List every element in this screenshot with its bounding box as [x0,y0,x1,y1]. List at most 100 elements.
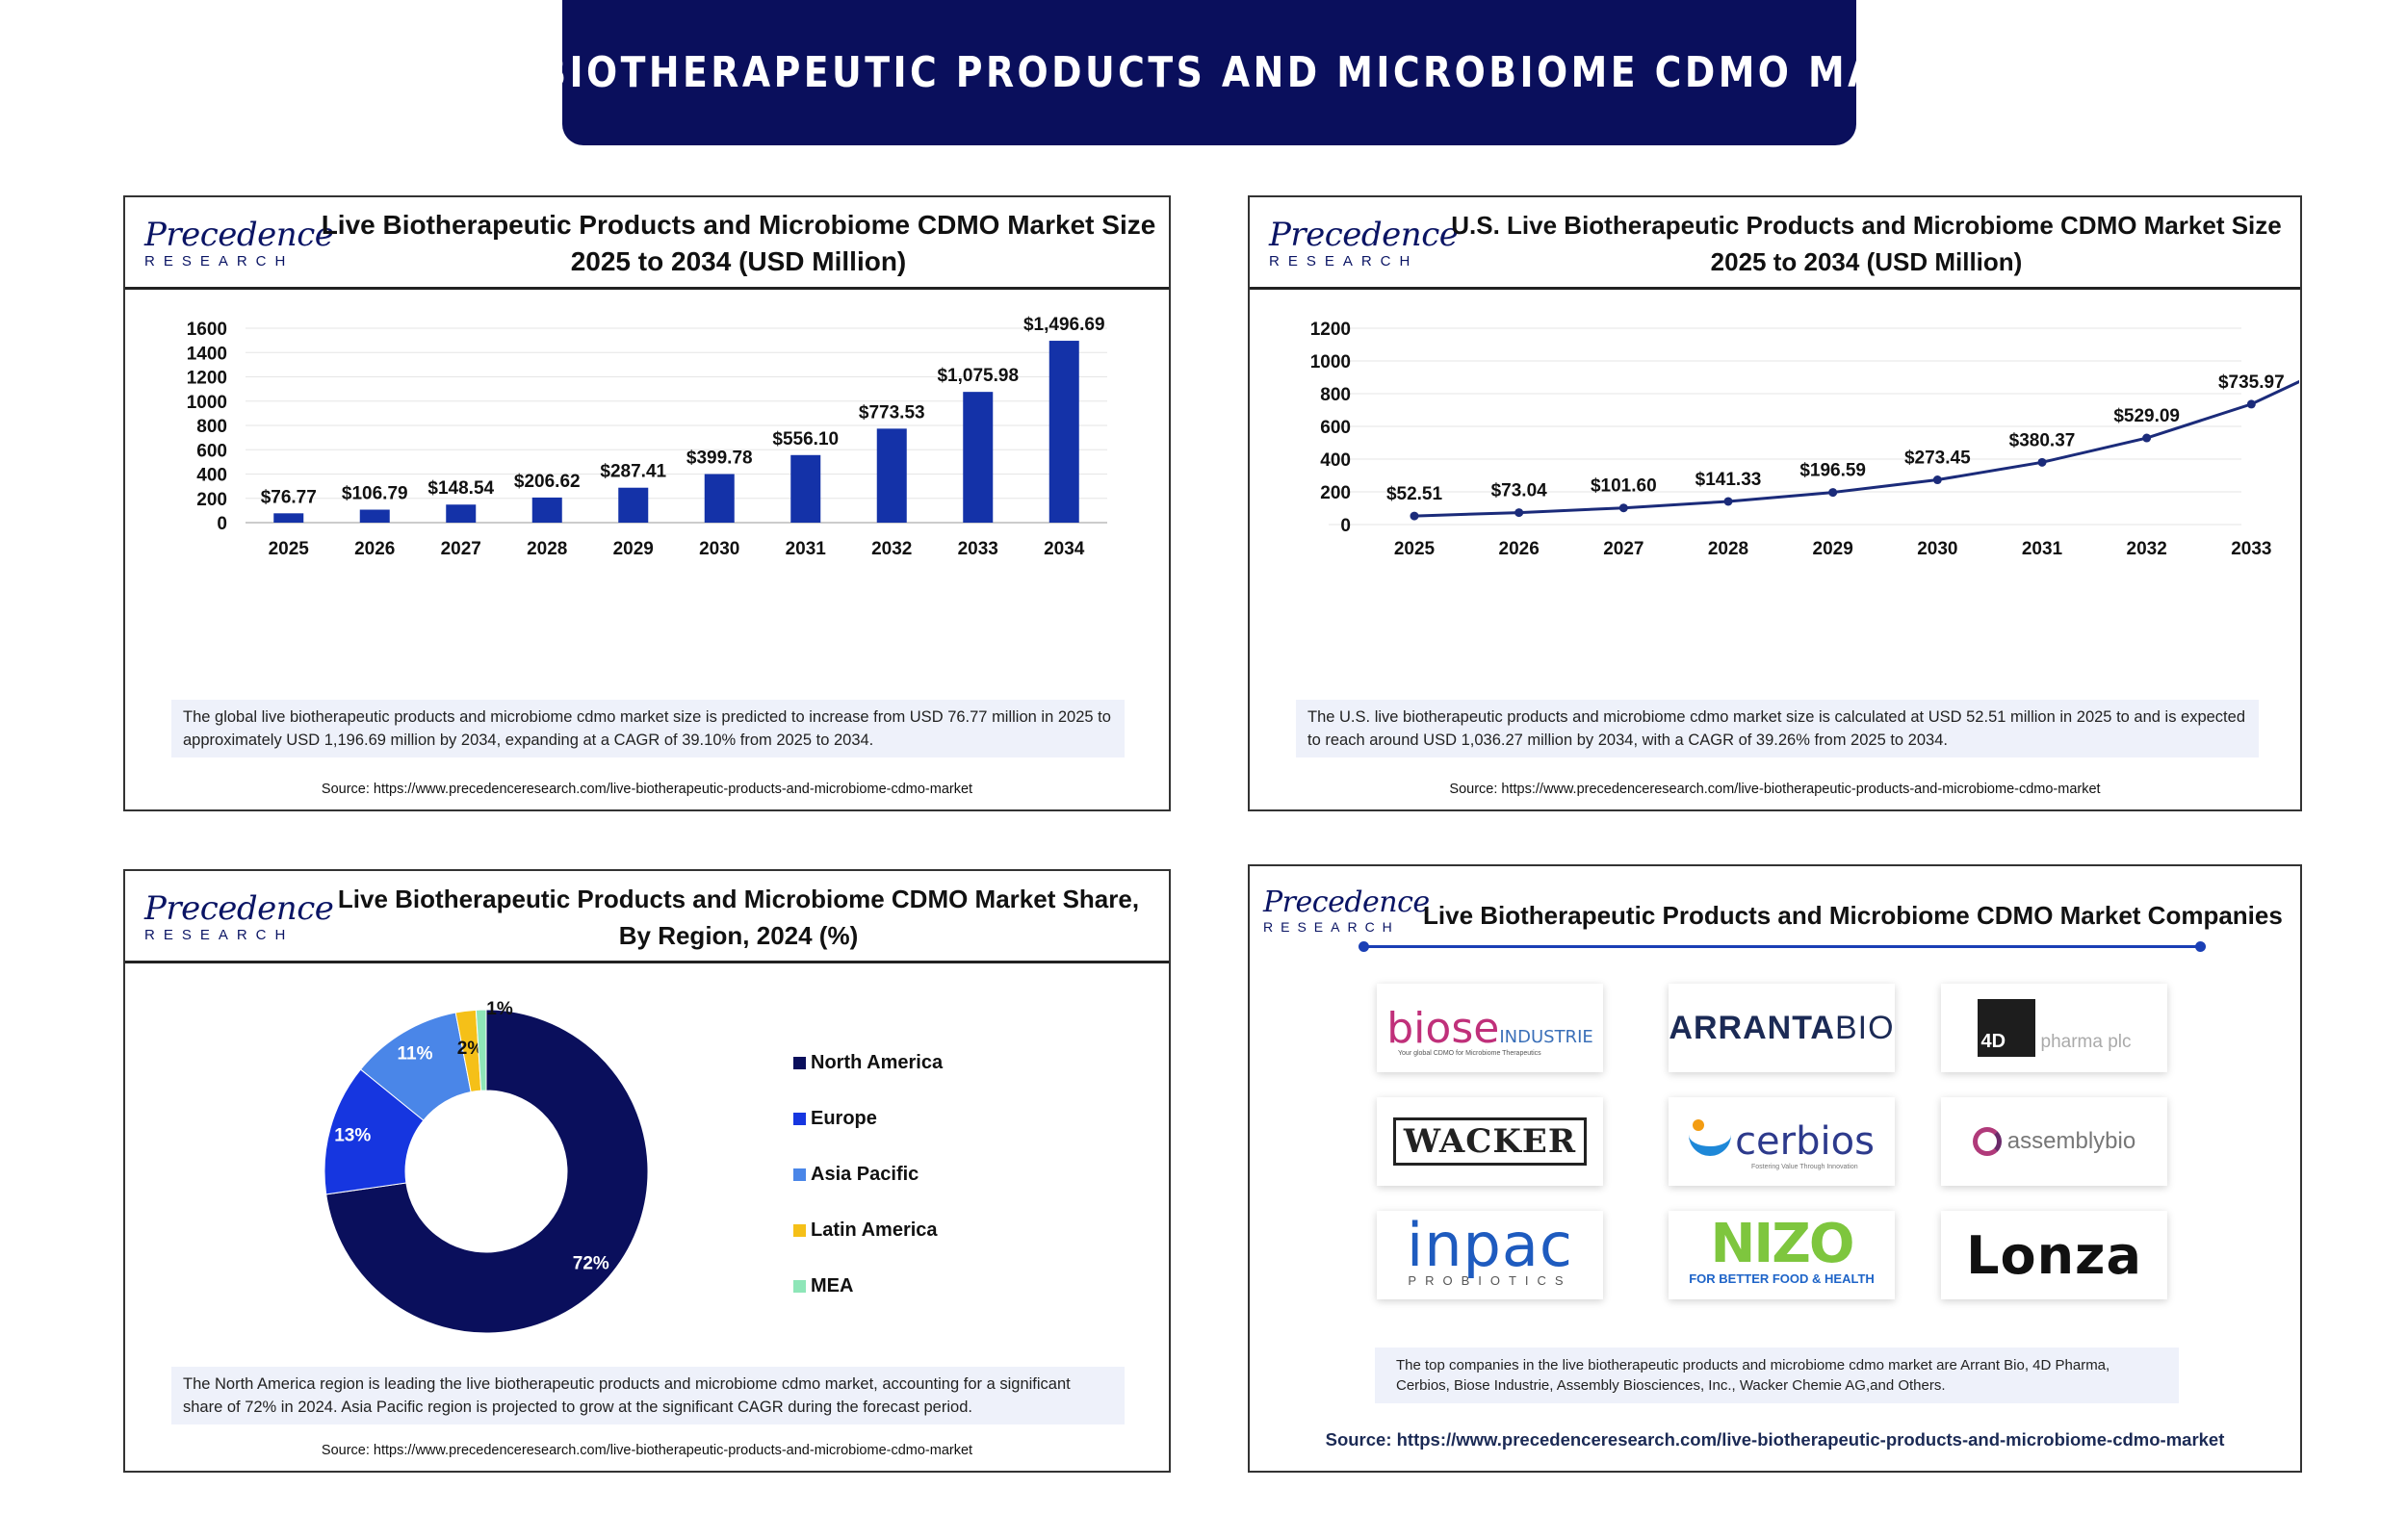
bar [618,487,649,523]
bar-data-label: $106.79 [342,484,408,504]
precedence-logo: Precedence RESEARCH [1263,887,1432,945]
y-tick-label: 400 [1320,450,1351,471]
panel-title-line1: U.S. Live Biotherapeutic Products and Mi… [1451,211,2282,240]
legend-label: Europe [811,1107,877,1129]
data-point [1723,497,1733,506]
bar-data-label: $399.78 [686,449,753,469]
legend-label: Latin America [811,1219,938,1241]
source-text: Source: https://www.precedenceresearch.c… [321,1443,973,1458]
bar [531,497,562,523]
panel-title-line2: By Region, 2024 (%) [618,921,859,950]
y-tick-label: 400 [196,466,227,486]
legend-item: Asia Pacific [793,1146,943,1202]
bar-data-label: $773.53 [859,402,925,423]
arranta-wordmark: ARRANTABIO [1669,1010,1894,1047]
logo-sub-text: RESEARCH [144,927,295,943]
region-donut-chart: 72% 13% 11% 2%1% [324,999,649,1334]
source-text: Source: https://www.precedenceresearch.c… [1449,782,2101,797]
cerbios-name: cerbios [1735,1119,1875,1164]
bar-data-label: $76.77 [261,487,317,507]
precedence-logo: Precedence RESEARCH [144,217,334,274]
y-tick-label: 600 [196,441,227,461]
assembly-wordmark: assemblybio [1972,1127,2135,1156]
bar [876,428,907,523]
inpac-sub: PROBIOTICS [1408,1273,1572,1288]
fourd-wordmark: 4D pharma plc [1977,999,2132,1057]
bar-data-label: $148.54 [427,478,494,499]
fourd-suffix: pharma plc [2040,1032,2132,1052]
y-tick-label: 1600 [187,320,227,340]
inpac-wordmark: inpac [1407,1211,1573,1280]
y-tick-label: 0 [1340,516,1351,536]
legend-item: Latin America [793,1202,943,1258]
global-market-size-panel: Precedence RESEARCH Live Biotherapeutic … [123,195,1171,811]
legend-item: MEA [793,1258,943,1314]
logo-biose-industrie[interactable]: bioseINDUSTRIE Your global CDMO for Micr… [1377,984,1603,1072]
biose-wordmark: bioseINDUSTRIE [1386,1004,1593,1053]
logo-sub-text: RESEARCH [1263,919,1400,935]
y-tick-label: 800 [196,417,227,437]
legend-item: Europe [793,1091,943,1146]
panel-header: Precedence RESEARCH Live Biotherapeutic … [125,197,1169,290]
logo-inpac-probiotics[interactable]: inpac PROBIOTICS [1377,1211,1603,1299]
cerbios-mark-icon [1689,1119,1732,1156]
x-tick-label: 2031 [2022,539,2063,559]
point-data-label: $273.45 [1904,449,1971,469]
arranta-suffix: BIO [1835,1009,1895,1046]
chart-note: The global live biotherapeutic products … [171,700,1125,757]
x-tick-label: 2028 [1708,539,1748,559]
slice-data-label: 2% [457,1039,484,1059]
us-line-chart: 0 200 400 600 800 1000 1200 $52.51 2025 $73.04 202… [1310,320,2299,559]
bar-data-label: $1,075.98 [937,366,1019,386]
wacker-wordmark: WACKER [1392,1117,1588,1166]
global-bar-chart: 0 200 400 600 800 1000 1200 1400 1600 $76.77 2025 $… [187,315,1107,559]
bar [963,392,994,523]
data-point [2037,457,2047,467]
x-tick-label: 2031 [786,539,827,559]
data-point [2246,399,2256,409]
data-point [1410,511,1419,521]
y-tick-label: 200 [1320,483,1351,503]
nizo-wordmark: NIZO [1710,1213,1855,1275]
logo-nizo[interactable]: NIZO FOR BETTER FOOD & HEALTH [1669,1211,1895,1299]
point-data-label: $52.51 [1386,484,1443,504]
arranta-name: ARRANTA [1669,1009,1835,1046]
bar [359,509,390,523]
legend-swatch [793,1056,806,1069]
logo-lonza[interactable]: Lonza [1941,1211,2167,1299]
chart-note: The North America region is leading the … [171,1367,1125,1424]
bar [273,513,304,523]
panel-title: Live Biotherapeutic Products and Microbi… [318,881,1159,954]
logo-arranta-bio[interactable]: ARRANTABIO [1669,984,1895,1072]
logo-assembly-bio[interactable]: assemblybio [1941,1097,2167,1186]
legend-swatch [793,1112,806,1125]
biose-name: biose [1386,1003,1500,1053]
logo-cerbios[interactable]: cerbios Fostering Value Through Innovati… [1669,1097,1895,1186]
source-text: Source: https://www.precedenceresearch.c… [321,782,973,797]
legend-swatch [793,1279,806,1293]
companies-note: The top companies in the live biotherape… [1375,1348,2179,1403]
point-data-label: $735.97 [2218,372,2285,393]
panel-title-line1: Live Biotherapeutic Products and Microbi… [321,210,1156,240]
x-tick-label: 2027 [1603,539,1643,559]
logo-wacker[interactable]: WACKER [1377,1097,1603,1186]
panel-title: U.S. Live Biotherapeutic Products and Mi… [1442,207,2291,280]
x-tick-label: 2033 [958,539,998,559]
data-point [2142,433,2152,443]
precedence-logo: Precedence RESEARCH [144,890,334,948]
point-data-label: $141.33 [1695,470,1762,490]
legend-label: MEA [811,1274,854,1296]
logo-main-text: Precedence [1269,216,1459,254]
x-tick-label: 2032 [871,539,912,559]
logo-4d-pharma[interactable]: 4D pharma plc [1941,984,2167,1072]
companies-panel: Precedence RESEARCH Live Biotherapeutic … [1248,864,2302,1473]
cerbios-wordmark: cerbios [1689,1119,1875,1164]
bar [1048,341,1079,523]
biose-suffix: INDUSTRIE [1499,1026,1593,1047]
point-data-label: $73.04 [1491,481,1548,501]
us-market-size-panel: Precedence RESEARCH U.S. Live Biotherape… [1248,195,2302,811]
legend-label: North America [811,1051,944,1073]
point-data-label: $529.09 [2113,406,2180,426]
slice-data-label: 11% [398,1043,433,1064]
fourd-box: 4D [1977,999,2035,1057]
